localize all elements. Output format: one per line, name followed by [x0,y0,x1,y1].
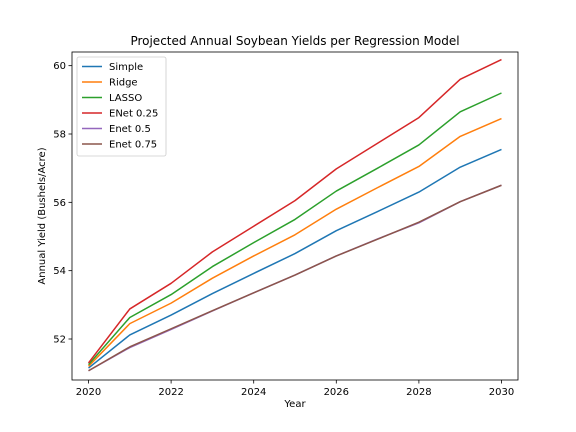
series-line-enet-0-75 [88,184,502,372]
x-tick-label: 2028 [406,387,431,398]
series-line-simple [88,148,502,369]
x-axis-label: Year [283,399,306,410]
chart-title: Projected Annual Soybean Yields per Regr… [130,34,459,48]
plot-frame [71,51,519,381]
series-layer [87,58,502,372]
legend-label: Simple [109,62,143,73]
series-line-enet-0-25 [87,58,502,364]
y-tick-label: 52 [53,335,66,346]
y-axis-label: Annual Yield (Bushels/Acre) [37,147,48,284]
x-axis-ticks: 2020 2022 2024 2026 2028 2030 [76,380,514,398]
x-tick-label: 2024 [241,387,266,398]
y-tick-label: 56 [53,198,66,209]
x-tick-label: 2026 [324,387,349,398]
legend-label: ENet 0.25 [109,109,158,120]
series-line-lasso [87,92,502,366]
legend-label: Ridge [109,78,138,89]
series-line-ridge [87,117,502,367]
x-tick-label: 2030 [489,387,514,398]
legend-label: LASSO [109,93,142,104]
y-tick-label: 54 [53,266,66,277]
legend: Simple Ridge LASSO ENet 0.25 Enet 0.5 Enet 0.… [76,56,167,157]
x-tick-label: 2020 [76,387,101,398]
y-tick-label: 60 [53,61,66,72]
legend-label: Enet 0.5 [109,124,151,135]
y-tick-label: 58 [53,130,66,141]
legend-label: Enet 0.75 [109,140,157,151]
x-tick-label: 2022 [158,387,183,398]
y-axis-ticks: 52 54 56 58 60 [53,61,72,346]
